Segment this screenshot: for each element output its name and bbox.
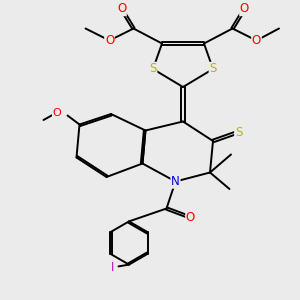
Text: N: N	[171, 175, 180, 188]
Text: O: O	[252, 34, 261, 47]
Text: S: S	[209, 62, 217, 76]
Text: S: S	[235, 125, 242, 139]
Text: S: S	[149, 62, 157, 76]
Text: O: O	[52, 107, 62, 118]
Text: O: O	[240, 2, 249, 16]
Text: O: O	[105, 34, 114, 47]
Text: O: O	[117, 2, 126, 16]
Text: O: O	[186, 211, 195, 224]
Text: I: I	[111, 261, 114, 274]
